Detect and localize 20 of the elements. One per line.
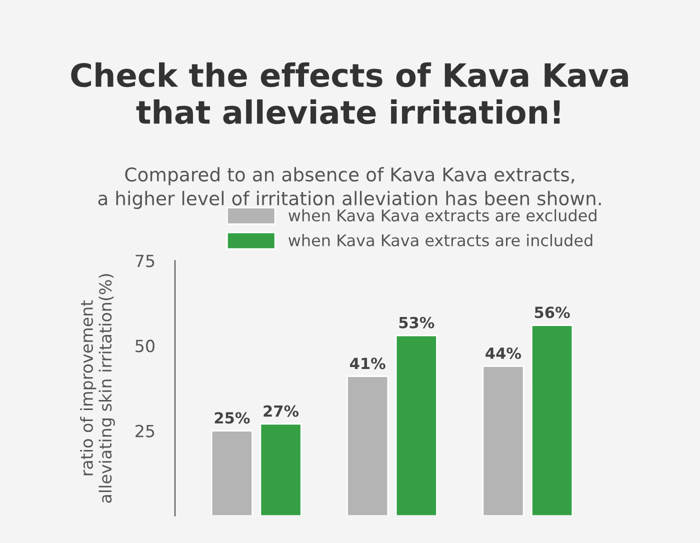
y-tick-label: 50 — [136, 340, 154, 352]
data-label: 25% — [214, 412, 250, 424]
data-label: 44% — [486, 347, 522, 359]
data-label: 56% — [534, 306, 570, 318]
bar — [210, 430, 253, 516]
chart-subtitle: Compared to an absence of Kava Kava extracts, a higher level of irritation alleviation has been shown. — [98, 167, 601, 210]
y-tick-label: 25 — [136, 424, 154, 438]
data-label: 41% — [350, 358, 386, 370]
bar — [395, 334, 438, 516]
bar — [260, 423, 302, 516]
data-label: 27% — [264, 405, 299, 417]
bar — [346, 376, 389, 516]
y-tick-label: 75 — [136, 254, 154, 268]
legend-label: when Kava Kava extracts are excluded — [288, 209, 596, 222]
data-label: 53% — [399, 316, 434, 328]
y-axis-title: ratio of improvement alleviating skin irritation(%) — [80, 274, 115, 503]
chart-title: Check the effects of Kava Kava that alleviate irritation! — [71, 62, 628, 124]
bar — [531, 324, 574, 516]
legend-label: when Kava Kava extracts are included — [288, 234, 592, 246]
bar — [482, 365, 524, 516]
